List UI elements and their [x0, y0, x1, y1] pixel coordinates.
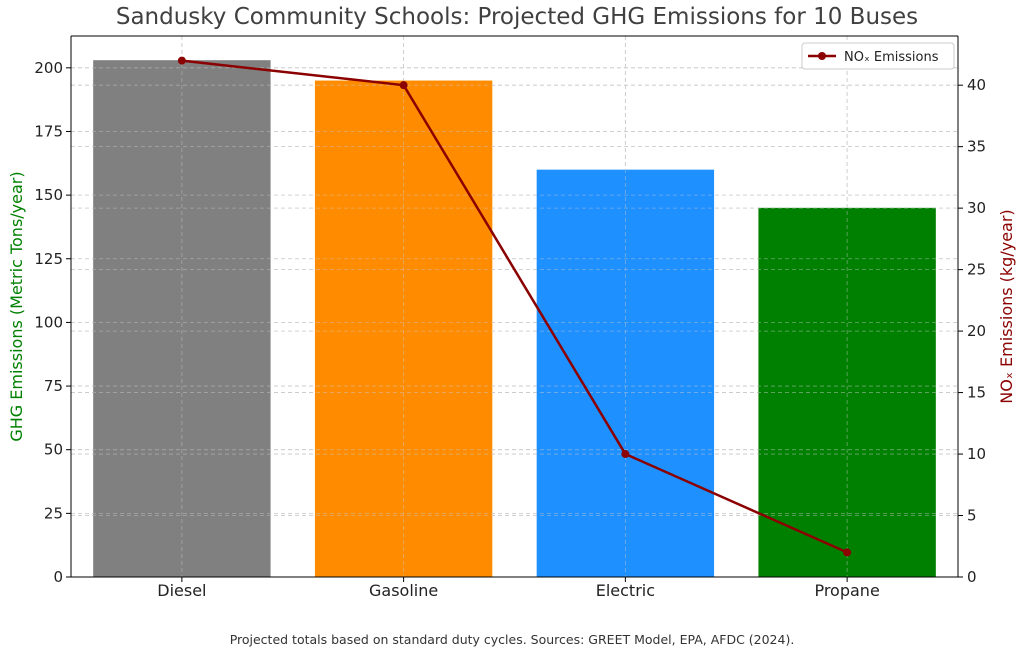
nox-point-gasoline	[399, 81, 408, 90]
right-tick-label-5: 5	[967, 507, 977, 525]
x-tick-label-gasoline: Gasoline	[369, 581, 438, 600]
footnote: Projected totals based on standard duty …	[229, 632, 795, 647]
line-series	[177, 56, 852, 557]
bar-series	[71, 36, 958, 578]
left-tick-label-100: 100	[34, 313, 63, 331]
legend: NOₓ Emissions	[801, 42, 955, 70]
chart-title: Sandusky Community Schools: Projected GH…	[115, 4, 919, 30]
nox-point-diesel	[177, 56, 186, 65]
right-tick-label-0: 0	[967, 568, 977, 586]
left-tick-label-200: 200	[34, 59, 63, 77]
right-tick-label-10: 10	[967, 445, 986, 463]
x-tick-label-propane: Propane	[814, 581, 879, 600]
left-tick-label-125: 125	[34, 250, 63, 268]
left-tick-label-25: 25	[44, 504, 63, 522]
right-axis-title: NOₓ Emissions (kg/year)	[997, 209, 1016, 403]
legend-box	[801, 42, 955, 70]
right-tick-label-20: 20	[967, 322, 986, 340]
x-tick-label-diesel: Diesel	[157, 581, 206, 600]
axis-labels: 0 25 50 75 100 125 150 175 200 0 5 10 15 20 25 30 35 40 Di…	[7, 59, 1016, 600]
left-tick-label-75: 75	[44, 377, 63, 395]
right-tick-label-25: 25	[967, 261, 986, 279]
left-tick-label-150: 150	[34, 186, 63, 204]
left-tick-label-0: 0	[53, 568, 63, 586]
right-tick-label-35: 35	[967, 138, 986, 156]
legend-entry-nox: NOₓ Emissions	[844, 50, 939, 65]
left-axis-title: GHG Emissions (Metric Tons/year)	[7, 171, 26, 441]
nox-point-electric	[621, 450, 630, 459]
left-tick-label-175: 175	[34, 122, 63, 140]
left-tick-label-50: 50	[44, 441, 63, 459]
axes	[66, 35, 963, 582]
right-tick-label-30: 30	[967, 199, 986, 217]
right-tick-label-40: 40	[967, 76, 986, 94]
nox-point-propane	[843, 548, 852, 557]
x-tick-label-electric: Electric	[596, 581, 655, 600]
legend-marker-swatch	[818, 52, 826, 60]
right-tick-label-15: 15	[967, 384, 986, 402]
nox-line	[181, 59, 848, 554]
